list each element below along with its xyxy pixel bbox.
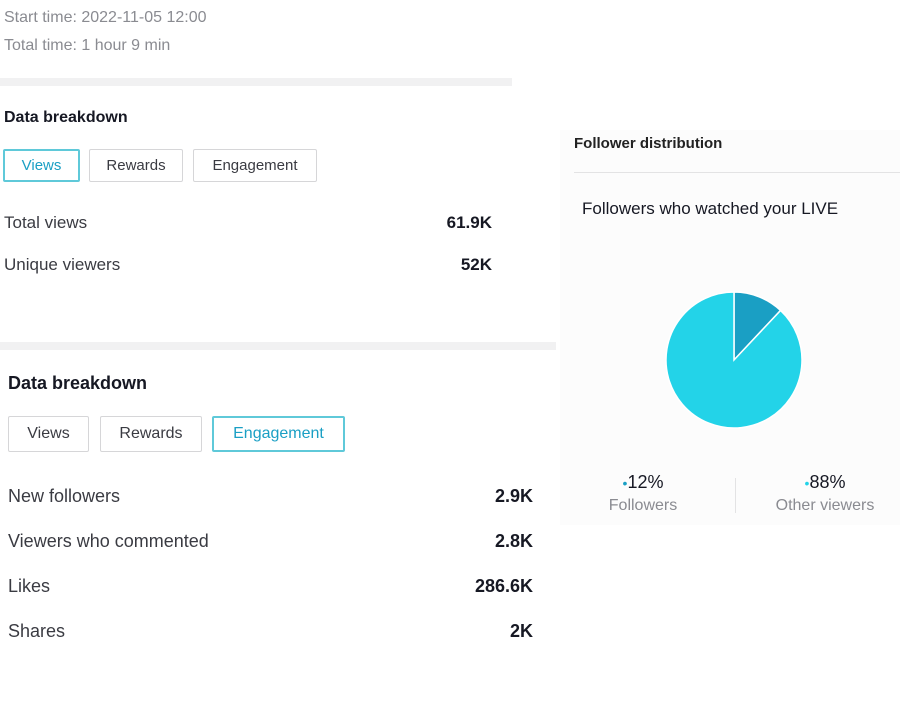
tab[interactable]: Rewards <box>89 149 183 182</box>
stat-label: New followers <box>8 486 121 506</box>
divider <box>735 478 736 513</box>
divider <box>574 172 900 173</box>
legend-value: •12% <box>583 472 703 493</box>
stat-label: Viewers who commented <box>8 531 209 551</box>
separator <box>0 78 512 86</box>
tab[interactable]: Views <box>3 149 80 182</box>
legend-dot: • <box>804 475 810 491</box>
total-time: Total time: 1 hour 9 min <box>4 37 171 54</box>
card-title: Follower distribution <box>574 135 723 152</box>
stat-value: 2K <box>509 621 533 641</box>
card-subtitle: Followers who watched your LIVE <box>582 199 839 218</box>
tab[interactable]: Rewards <box>100 416 202 452</box>
legend-label: Followers <box>608 497 678 514</box>
separator <box>0 342 556 350</box>
pie-slice <box>665 291 803 429</box>
stat-label: Likes <box>8 576 51 596</box>
legend-dot: • <box>622 475 628 491</box>
stat-label: Total views <box>4 213 88 232</box>
pie-chart <box>665 291 803 429</box>
start-time: Start time: 2022-11-05 12:00 <box>4 9 207 26</box>
follower-distribution-card: Follower distribution Followers who watc… <box>560 130 900 525</box>
panel-title: Data breakdown <box>4 109 128 126</box>
tab[interactable]: Engagement <box>193 149 317 182</box>
tab[interactable]: Views <box>8 416 89 452</box>
stat-value: 61.9K <box>446 213 492 232</box>
legend-label: Other viewers <box>775 497 875 514</box>
stat-label: Shares <box>8 621 66 641</box>
legend-value: •88% <box>765 472 885 493</box>
stat-value: 2.9K <box>494 486 533 506</box>
legend-percent: 88% <box>809 472 846 492</box>
panel-title: Data breakdown <box>8 373 148 393</box>
stat-value: 2.8K <box>494 531 533 551</box>
stat-value: 52K <box>460 255 492 274</box>
stat-value: 286.6K <box>474 576 533 596</box>
legend-percent: 12% <box>627 472 664 492</box>
tab[interactable]: Engagement <box>212 416 345 452</box>
stat-label: Unique viewers <box>4 255 121 274</box>
